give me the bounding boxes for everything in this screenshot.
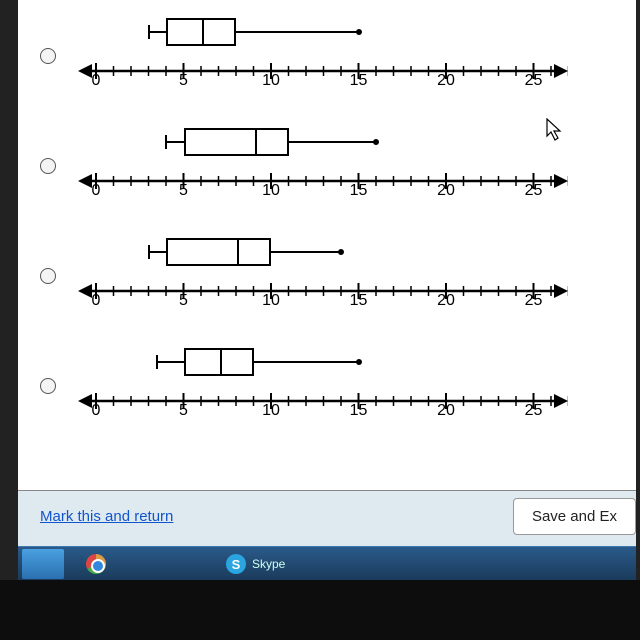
number-line: [78, 60, 568, 100]
tick-label: 10: [262, 292, 280, 310]
monitor-bezel: [0, 580, 640, 640]
whisker-high: [289, 141, 377, 143]
whisker-low: [149, 31, 167, 33]
boxplot-option: 0 5 10 15 20 25: [18, 0, 636, 110]
iqr-box: [184, 348, 254, 376]
number-line: [78, 280, 568, 320]
iqr-box: [184, 128, 289, 156]
quiz-content: 0 5 10 15 20 25 0 5 10 15 20 25 0 5 10 15 20 25 0 5 10 15 2…: [18, 0, 636, 491]
option-radio[interactable]: [40, 48, 56, 64]
taskbar-chrome[interactable]: [76, 549, 122, 579]
tick-label: 15: [350, 72, 368, 90]
number-line: [78, 390, 568, 430]
whisker-low: [166, 141, 184, 143]
median-line: [255, 130, 257, 154]
whisker-cap-low: [148, 245, 150, 259]
option-radio[interactable]: [40, 268, 56, 284]
boxplot-option: 0 5 10 15 20 25: [18, 220, 636, 330]
tick-label: 15: [350, 292, 368, 310]
tick-label: 5: [179, 72, 188, 90]
tick-label: 20: [437, 182, 455, 200]
whisker-end-dot: [356, 359, 362, 365]
tick-label: 25: [525, 292, 543, 310]
tick-label: 0: [92, 72, 101, 90]
mark-return-link[interactable]: Mark this and return: [40, 508, 173, 525]
tick-label: 10: [262, 72, 280, 90]
tick-label: 5: [179, 402, 188, 420]
tick-label: 0: [92, 292, 101, 310]
median-line: [202, 20, 204, 44]
tick-label: 25: [525, 182, 543, 200]
tick-label: 20: [437, 72, 455, 90]
whisker-end-dot: [373, 139, 379, 145]
whisker-cap-low: [165, 135, 167, 149]
whisker-high: [254, 361, 359, 363]
boxplot-option: 0 5 10 15 20 25: [18, 110, 636, 220]
tick-label: 0: [92, 182, 101, 200]
option-radio[interactable]: [40, 158, 56, 174]
iqr-box: [166, 238, 271, 266]
option-radio[interactable]: [40, 378, 56, 394]
whisker-cap-low: [148, 25, 150, 39]
tick-label: 15: [350, 182, 368, 200]
start-button[interactable]: [22, 549, 64, 579]
whisker-high: [236, 31, 359, 33]
tick-label: 5: [179, 292, 188, 310]
chrome-icon: [86, 554, 106, 574]
whisker-high: [271, 251, 341, 253]
taskbar: S Skype: [18, 546, 636, 581]
whisker-low: [157, 361, 183, 363]
taskbar-skype[interactable]: S Skype: [216, 549, 295, 579]
tick-label: 10: [262, 402, 280, 420]
footer: Mark this and return Save and Ex: [18, 490, 636, 546]
whisker-low: [149, 251, 167, 253]
number-line: [78, 170, 568, 210]
tick-label: 25: [525, 402, 543, 420]
whisker-end-dot: [338, 249, 344, 255]
tick-label: 25: [525, 72, 543, 90]
whisker-end-dot: [356, 29, 362, 35]
tick-label: 20: [437, 292, 455, 310]
boxplot-option: 0 5 10 15 20 25: [18, 330, 636, 440]
taskbar-skype-label: Skype: [252, 557, 285, 571]
iqr-box: [166, 18, 236, 46]
tick-label: 0: [92, 402, 101, 420]
median-line: [237, 240, 239, 264]
save-exit-button[interactable]: Save and Ex: [513, 498, 636, 535]
tick-label: 5: [179, 182, 188, 200]
tick-label: 15: [350, 402, 368, 420]
screen: 0 5 10 15 20 25 0 5 10 15 20 25 0 5 10 15 20 25 0 5 10 15 2…: [0, 0, 640, 580]
skype-icon: S: [226, 554, 246, 574]
tick-label: 20: [437, 402, 455, 420]
whisker-cap-low: [156, 355, 158, 369]
tick-label: 10: [262, 182, 280, 200]
median-line: [220, 350, 222, 374]
